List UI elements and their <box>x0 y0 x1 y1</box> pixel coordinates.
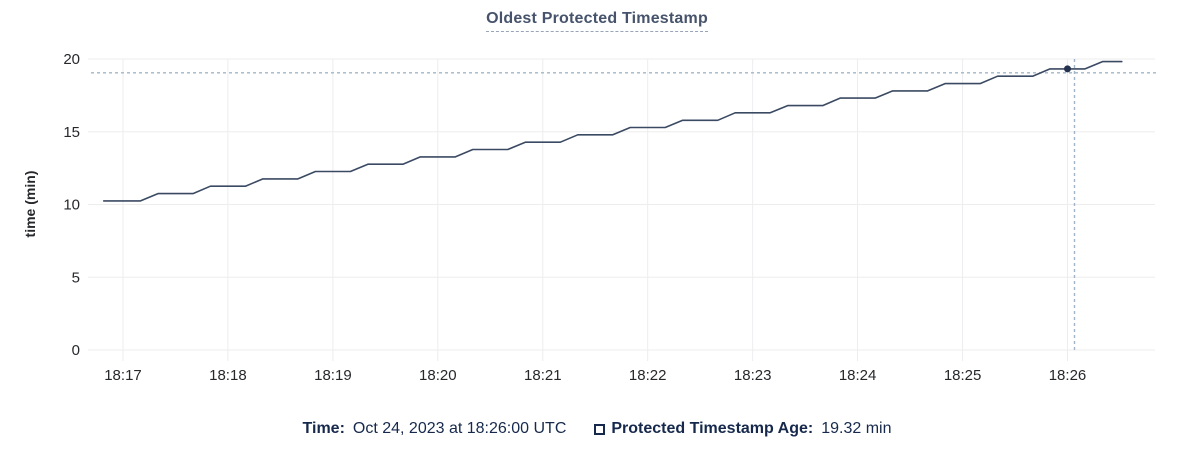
x-tick-label: 18:24 <box>839 367 877 384</box>
legend-series-label: Protected Timestamp Age: <box>611 420 814 437</box>
chart-title[interactable]: Oldest Protected Timestamp <box>486 10 708 32</box>
hover-dot <box>1064 65 1071 73</box>
plot-hover-area[interactable] <box>88 59 1155 350</box>
y-tick-label: 5 <box>72 269 80 286</box>
legend-series-checkbox[interactable] <box>594 423 606 435</box>
series-line <box>102 60 1123 202</box>
legend-time-label: Time: <box>302 420 345 437</box>
x-tick-label: 18:26 <box>1049 367 1087 384</box>
legend-series-value: 19.32 min <box>821 420 892 437</box>
x-tick-label: 18:25 <box>944 367 982 384</box>
legend-time-value: Oct 24, 2023 at 18:26:00 UTC <box>352 420 567 437</box>
y-tick-label: 15 <box>63 124 80 141</box>
y-tick-label: 10 <box>63 197 80 214</box>
x-tick-label: 18:19 <box>314 367 352 384</box>
x-tick-label: 18:18 <box>209 367 247 384</box>
x-tick-label: 18:23 <box>734 367 772 384</box>
x-tick-label: 18:22 <box>629 367 667 384</box>
y-tick-label: 0 <box>72 342 80 359</box>
x-tick-label: 18:21 <box>524 367 562 384</box>
y-tick-label: 20 <box>63 51 80 68</box>
x-tick-label: 18:20 <box>419 367 457 384</box>
chart-title-row: Oldest Protected Timestamp <box>0 10 1194 32</box>
chart-legend: Time: Oct 24, 2023 at 18:26:00 UTC Prote… <box>0 417 1194 441</box>
x-tick-label: 18:17 <box>104 367 142 384</box>
